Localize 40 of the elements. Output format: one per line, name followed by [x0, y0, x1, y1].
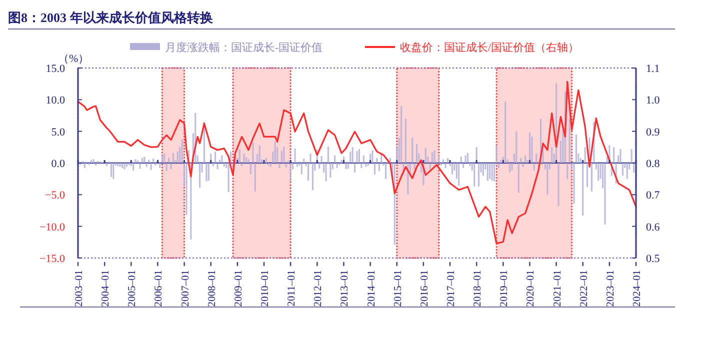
x-tick-label: 2017–01	[446, 270, 457, 307]
chart-title: 图8：2003 年以来成长价值风格转换	[8, 10, 213, 25]
y-tick-label: −15.0	[40, 253, 66, 265]
x-tick-label: 2018–01	[472, 270, 484, 307]
y2-tick-label: 0.5	[646, 253, 660, 265]
y2-tick-label: 0.8	[646, 158, 660, 170]
x-tick-label: 2023–01	[605, 270, 616, 307]
x-tick-label: 2021–01	[552, 270, 564, 307]
y-tick-label: −5.0	[45, 190, 66, 202]
x-tick-label: 2015–01	[392, 270, 404, 307]
x-tick-label: 2019–01	[499, 270, 510, 307]
x-tick-label: 2011–01	[286, 270, 298, 306]
x-tick-label: 2005–01	[127, 270, 138, 307]
y2-tick-label: 0.7	[646, 190, 660, 202]
x-tick-label: 2024–01	[632, 270, 643, 307]
x-tick-label: 2007–01	[180, 270, 192, 307]
x-tick-label: 2006–01	[154, 270, 165, 307]
x-tick-label: 2022–01	[578, 270, 590, 307]
x-tick-label: 2009–01	[233, 270, 244, 307]
x-tick-label: 2020–01	[526, 270, 537, 307]
y-tick-label: 0.0	[51, 158, 66, 170]
x-tick-label: 2008–01	[206, 270, 218, 307]
x-tick-label: 2016–01	[419, 270, 430, 307]
x-tick-label: 2003–01	[74, 270, 85, 307]
y2-tick-label: 0.6	[646, 221, 660, 234]
y2-tick-label: 1.0	[646, 94, 660, 107]
y2-tick-label: 0.9	[646, 126, 660, 138]
legend-label: 月度涨跌幅：国证成长-国证价值	[165, 41, 323, 54]
x-tick-label: 2014–01	[366, 270, 378, 307]
legend-label: 收盘价：国证成长/国证价值（右轴）	[400, 41, 580, 54]
y-tick-label: 5.0	[51, 126, 66, 138]
x-tick-label: 2004–01	[100, 270, 112, 307]
x-tick-label: 2013–01	[340, 270, 351, 307]
y-axis-title: （%）	[58, 53, 90, 65]
y-tick-label: 15.0	[46, 63, 66, 75]
x-tick-label: 2012–01	[313, 270, 324, 307]
y-tick-label: 10.0	[46, 94, 66, 107]
y-tick-label: −10.0	[40, 221, 66, 234]
x-tick-label: 2010–01	[260, 270, 271, 307]
y2-tick-label: 1.1	[646, 63, 660, 75]
